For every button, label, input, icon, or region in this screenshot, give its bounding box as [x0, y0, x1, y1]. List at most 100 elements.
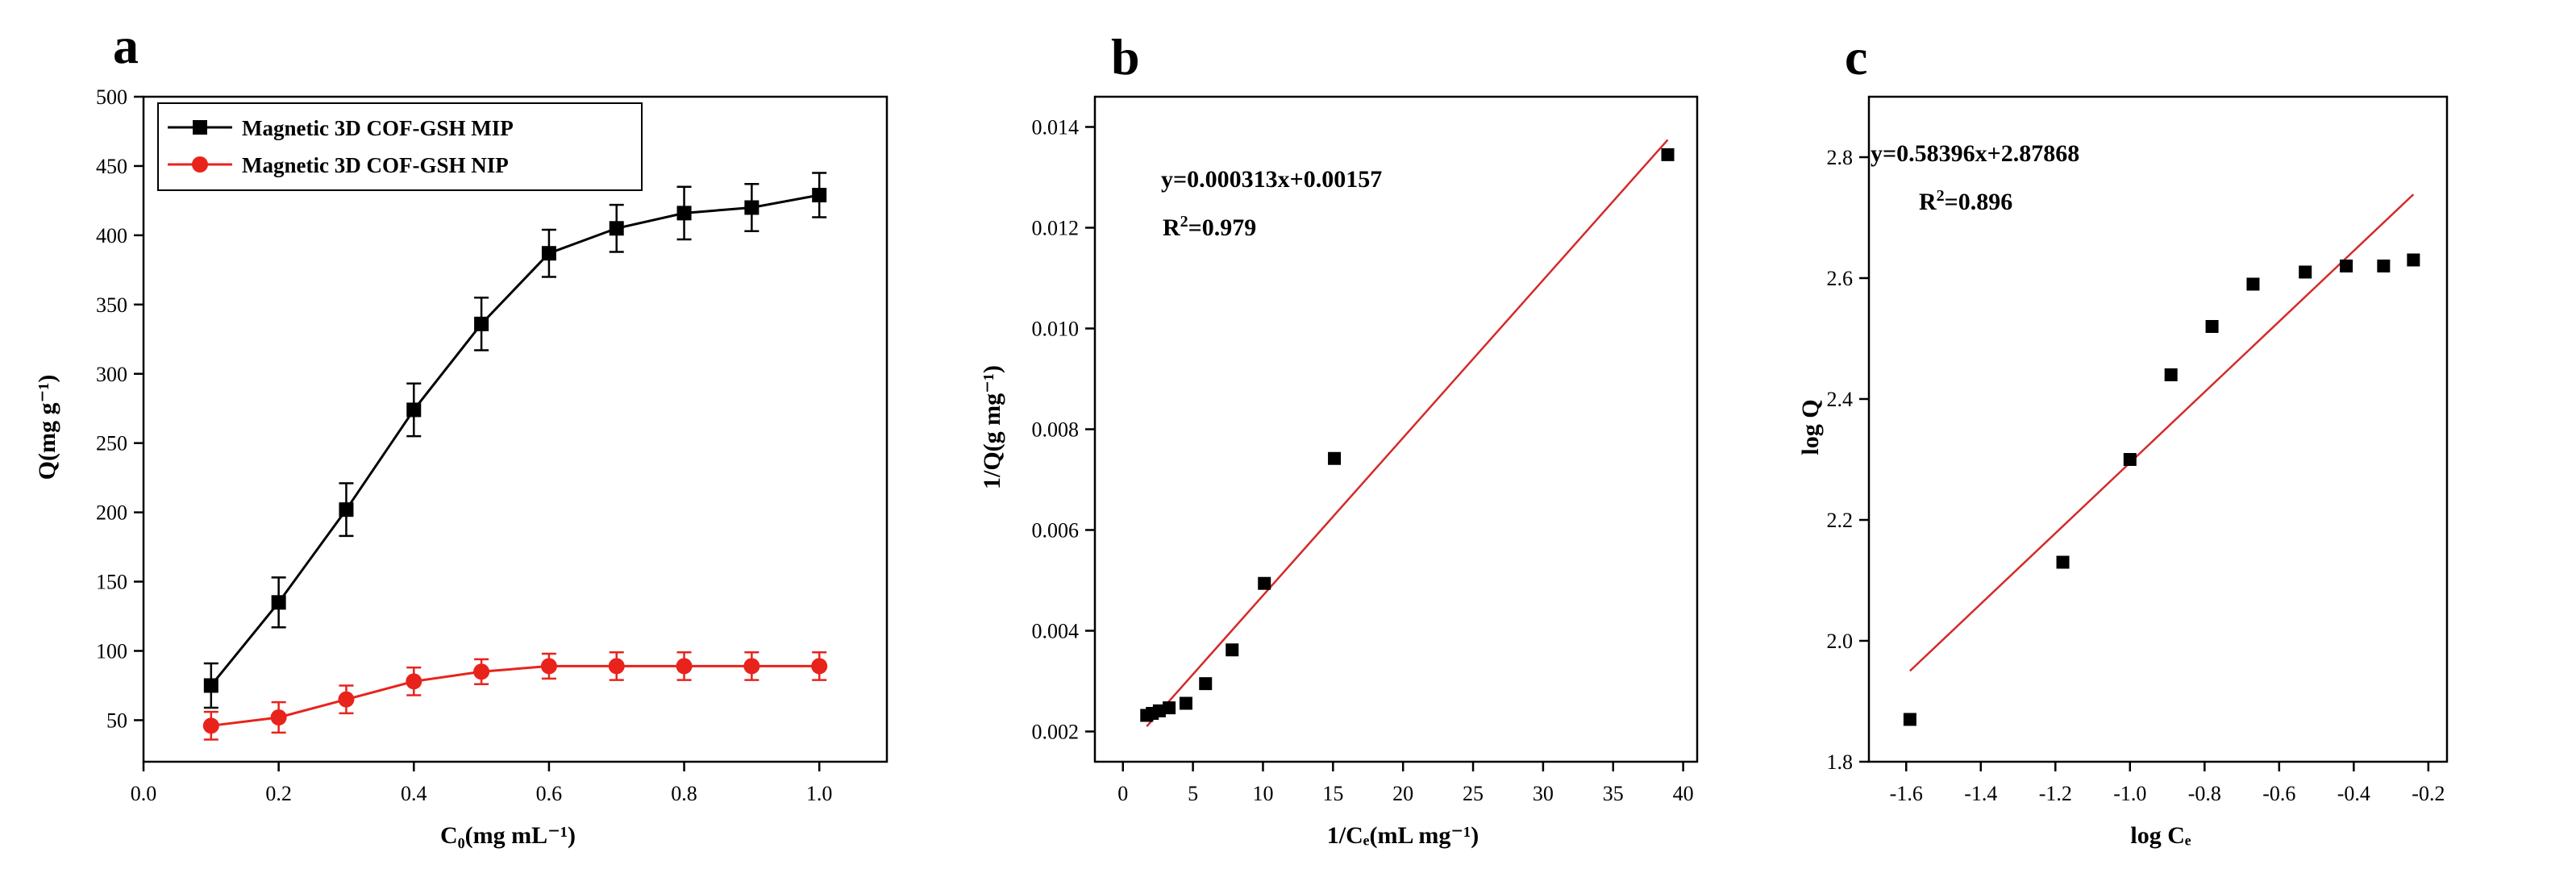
x-axis-label-a: C₀(mg mL⁻¹): [440, 822, 576, 849]
series-line-2: [210, 664, 820, 727]
y-tick-label-a: 50: [106, 709, 127, 732]
data-point: [2056, 555, 2070, 569]
y-tick-label-a: 200: [96, 501, 127, 525]
data-point-mip: [339, 502, 354, 517]
x-tick-label-c: -0.4: [2337, 782, 2370, 805]
data-point-mip: [271, 595, 286, 610]
data-point: [1328, 451, 1342, 465]
x-tick-label-b: 20: [1392, 782, 1413, 805]
y-tick-label-c: 1.8: [1827, 750, 1854, 774]
y-tick-label-c: 2.4: [1827, 388, 1854, 411]
panel-letter-c: c: [1845, 28, 1867, 85]
y-axis-label-a: Q(mg g⁻¹): [34, 375, 60, 480]
y-tick-label-b: 0.008: [1032, 418, 1080, 442]
data-point-mip: [406, 402, 422, 418]
data-point: [2123, 453, 2137, 466]
plot-frame-c: [1867, 95, 2449, 763]
fit-line: [1146, 139, 1669, 727]
y-tick-label-b: 0.012: [1032, 217, 1080, 240]
y-axis-label-c: log Q: [1797, 399, 1824, 455]
x-tick-label-a: 0.4: [401, 782, 427, 805]
x-tick-label-a: 0.8: [671, 782, 697, 805]
x-tick-label-a: 0.6: [536, 782, 563, 805]
x-axis-label-b: 1/Cₑ(mL mg⁻¹): [1327, 822, 1479, 849]
legend-label-2: Magnetic 3D COF-GSH NIP: [242, 153, 509, 177]
data-point: [2377, 260, 2391, 272]
plot-frame-b: [1093, 95, 1699, 763]
y-tick-label-b: 0.006: [1032, 519, 1080, 542]
y-tick-label-a: 250: [96, 432, 127, 455]
data-point-nip: [540, 658, 557, 675]
x-tick-label-c: -0.8: [2188, 782, 2221, 805]
series-line-1: [210, 193, 820, 687]
y-tick-label-b: 0.010: [1032, 318, 1080, 341]
y-tick-label-c: 2.6: [1827, 267, 1854, 290]
data-point: [2246, 277, 2260, 291]
data-point: [1152, 704, 1166, 717]
y-tick-label-a: 300: [96, 363, 127, 386]
x-tick-label-c: -1.4: [1964, 782, 1997, 805]
panel-letter-b: b: [1111, 28, 1140, 85]
x-tick-label-b: 5: [1188, 782, 1198, 805]
data-point: [2299, 265, 2312, 279]
data-point: [1258, 576, 1271, 590]
y-tick-label-a: 350: [96, 293, 127, 317]
y-tick-label-c: 2.0: [1827, 630, 1854, 653]
x-tick-label-a: 1.0: [806, 782, 833, 805]
data-point-nip: [338, 691, 355, 708]
y-axis-label-b: 1/Q(g mg⁻¹): [979, 365, 1005, 489]
data-point-mip: [812, 188, 827, 203]
data-point: [1163, 701, 1176, 715]
data-point: [2407, 253, 2420, 267]
data-point-nip: [473, 663, 490, 680]
x-tick-label-a: 0.0: [131, 782, 157, 805]
data-point: [2164, 368, 2178, 381]
y-tick-label-c: 2.2: [1827, 509, 1854, 532]
x-tick-label-c: -1.2: [2039, 782, 2072, 805]
chart-panel-a: 0.0 0.2 0.4 0.6 0.8 1.0 50 100 150 200 250 300 350 40…: [34, 85, 888, 849]
y-tick-label-a: 400: [96, 224, 127, 247]
x-tick-label-b: 30: [1533, 782, 1554, 805]
y-tick-label-b: 0.002: [1032, 721, 1080, 744]
data-point: [1226, 643, 1239, 657]
legend-marker: [192, 156, 208, 172]
data-point-mip: [676, 206, 692, 221]
x-tick-label-b: 0: [1117, 782, 1128, 805]
data-point: [2340, 260, 2353, 272]
r-squared: R2=0.979: [1163, 213, 1256, 241]
data-point-nip: [743, 658, 760, 675]
x-tick-label-c: -1.6: [1890, 782, 1923, 805]
data-point-mip: [474, 316, 489, 331]
x-axis-label-c: log Cₑ: [2130, 822, 2191, 849]
x-tick-label-a: 0.2: [265, 782, 292, 805]
chart-panel-c: -1.6 -1.4 -1.2 -1.0 -0.8 -0.6 -0.4 -0.2 1.8 2.0 2.…: [1797, 95, 2449, 849]
y-tick-label-b: 0.004: [1032, 620, 1080, 643]
data-point: [1661, 148, 1675, 161]
y-tick-label-a: 150: [96, 571, 127, 594]
legend-marker: [193, 120, 207, 135]
legend-box: [157, 102, 643, 191]
data-point-nip: [202, 717, 219, 734]
y-tick-label-b: 0.014: [1032, 116, 1080, 139]
data-point-mip: [541, 246, 556, 261]
data-point-nip: [676, 658, 693, 675]
data-point-nip: [608, 658, 625, 675]
r-squared: R2=0.896: [1919, 187, 2012, 215]
data-point-mip: [744, 200, 759, 215]
data-point: [1199, 677, 1213, 691]
x-tick-label-c: -1.0: [2113, 782, 2146, 805]
y-tick-label-a: 500: [96, 85, 127, 109]
x-tick-label-b: 35: [1603, 782, 1624, 805]
fit-line: [1909, 193, 2415, 672]
data-point: [1179, 696, 1192, 710]
plot-frame-a: [142, 95, 888, 763]
panel-letter-a: a: [113, 17, 139, 74]
data-point: [1903, 713, 1916, 726]
legend: Magnetic 3D COF-GSH MIP Magnetic 3D COF-G…: [157, 102, 643, 191]
y-tick-label-a: 100: [96, 640, 127, 663]
fit-equation: y=0.000313x+0.00157: [1161, 166, 1382, 193]
x-tick-label-b: 40: [1673, 782, 1694, 805]
chart-panel-b: 0 5 10 15 20 25 30 35 40 0.002 0.004 0.006 0.008 0.01…: [979, 95, 1699, 849]
data-point-nip: [406, 673, 422, 690]
